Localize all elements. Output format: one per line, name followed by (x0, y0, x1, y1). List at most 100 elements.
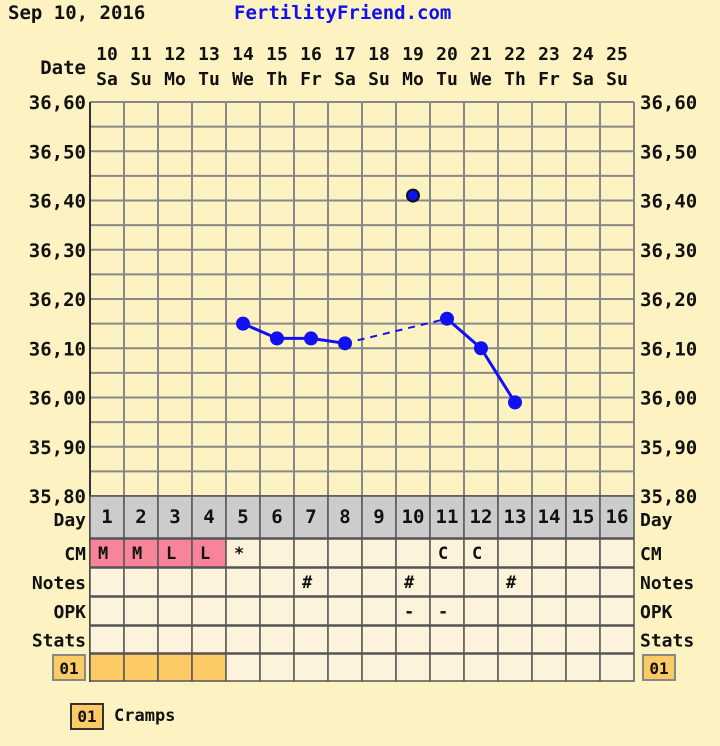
temperature-line (446, 317, 482, 350)
symptom-code-right (642, 654, 676, 681)
symptom-cell (565, 653, 601, 682)
y-tick-right: 36,20 (640, 289, 697, 311)
day-cell (327, 495, 363, 539)
notes-value: # (506, 573, 517, 593)
weekday-tick: Su (130, 69, 152, 90)
stats-cell (497, 625, 533, 654)
notes-row-label-right: Notes (640, 573, 694, 594)
temperature-point (338, 336, 352, 351)
y-tick-left: 36,50 (29, 141, 86, 163)
weekday-tick: Mo (164, 69, 186, 90)
notes-value: # (404, 573, 415, 593)
stats-row-label-left: Stats (32, 631, 86, 652)
stats-cell (531, 625, 567, 654)
stats-cell (225, 625, 261, 654)
symptom-cell (293, 653, 329, 682)
date-tick: 13 (198, 44, 220, 65)
legend-cramps-label: Cramps (114, 706, 176, 726)
date-label: Date (40, 57, 86, 79)
notes-cell (531, 567, 567, 597)
weekday-tick: Su (606, 69, 628, 90)
y-tick-right: 36,00 (640, 388, 697, 410)
y-tick-left: 36,10 (29, 338, 86, 360)
y-tick-left: 36,20 (29, 289, 86, 311)
notes-cell (157, 567, 193, 597)
weekday-tick: Su (368, 69, 390, 90)
weekday-tick: Th (504, 69, 526, 90)
temperature-point (508, 395, 522, 410)
stats-cell (599, 625, 635, 654)
notes-cell (463, 567, 499, 597)
symptom-cell (497, 653, 533, 682)
cm-cell (89, 538, 125, 568)
cm-cell (191, 538, 227, 568)
notes-cell (123, 567, 159, 597)
day-value: 13 (504, 506, 527, 528)
notes-cell (259, 567, 295, 597)
date-tick: 21 (470, 44, 492, 65)
opk-cell (123, 596, 159, 626)
y-tick-right: 36,50 (640, 141, 697, 163)
cm-value: L (200, 544, 210, 564)
y-tick-left: 35,80 (29, 486, 86, 508)
date-tick: 25 (606, 44, 628, 65)
y-tick-right: 36,10 (640, 338, 697, 360)
day-cell (157, 495, 193, 539)
opk-cell (259, 596, 295, 626)
day-value: 12 (470, 506, 493, 528)
cm-cell (361, 538, 397, 568)
stats-cell (327, 625, 363, 654)
cm-cell (599, 538, 635, 568)
cm-cell (259, 538, 295, 568)
day-cell (565, 495, 601, 539)
weekday-tick: Fr (300, 69, 322, 90)
day-value: 14 (538, 506, 561, 528)
symptom-cell (191, 653, 227, 682)
day-cell (225, 495, 261, 539)
day-cell (531, 495, 567, 539)
site-link[interactable]: FertilityFriend.com (234, 2, 452, 24)
day-cell (123, 495, 159, 539)
notes-cell (225, 567, 261, 597)
opk-cell (599, 596, 635, 626)
symptom-cell (89, 653, 125, 682)
date-tick: 20 (436, 44, 458, 65)
date-tick: 19 (402, 44, 424, 65)
notes-cell (191, 567, 227, 597)
stats-cell (463, 625, 499, 654)
date-tick: 24 (572, 44, 594, 65)
opk-cell (327, 596, 363, 626)
opk-row-label-right: OPK (640, 602, 673, 623)
day-row-label-right: Day (640, 510, 673, 531)
notes-cell (293, 567, 329, 597)
notes-value: # (302, 573, 313, 593)
weekday-tick: We (470, 69, 492, 90)
cm-value: C (438, 544, 448, 564)
stats-cell (395, 625, 431, 654)
cm-value: C (472, 544, 482, 564)
temperature-line (479, 347, 517, 404)
cm-cell (429, 538, 465, 568)
opk-cell (225, 596, 261, 626)
day-value: 6 (271, 506, 282, 528)
temperature-point (474, 341, 488, 356)
opk-cell (565, 596, 601, 626)
opk-cell (531, 596, 567, 626)
day-value: 8 (339, 506, 350, 528)
weekday-tick: Fr (538, 69, 560, 90)
cm-row-label-right: CM (640, 544, 662, 565)
weekday-tick: Sa (334, 69, 356, 90)
notes-row-label-left: Notes (32, 573, 86, 594)
opk-cell (463, 596, 499, 626)
day-cell (395, 495, 431, 539)
symptom-code-left (52, 654, 86, 681)
notes-cell (599, 567, 635, 597)
notes-cell (327, 567, 363, 597)
opk-row-label-left: OPK (53, 602, 86, 623)
temperature-point (440, 311, 454, 326)
symptom-cell (157, 653, 193, 682)
cm-cell (395, 538, 431, 568)
notes-cell (565, 567, 601, 597)
opk-value: - (438, 602, 448, 622)
